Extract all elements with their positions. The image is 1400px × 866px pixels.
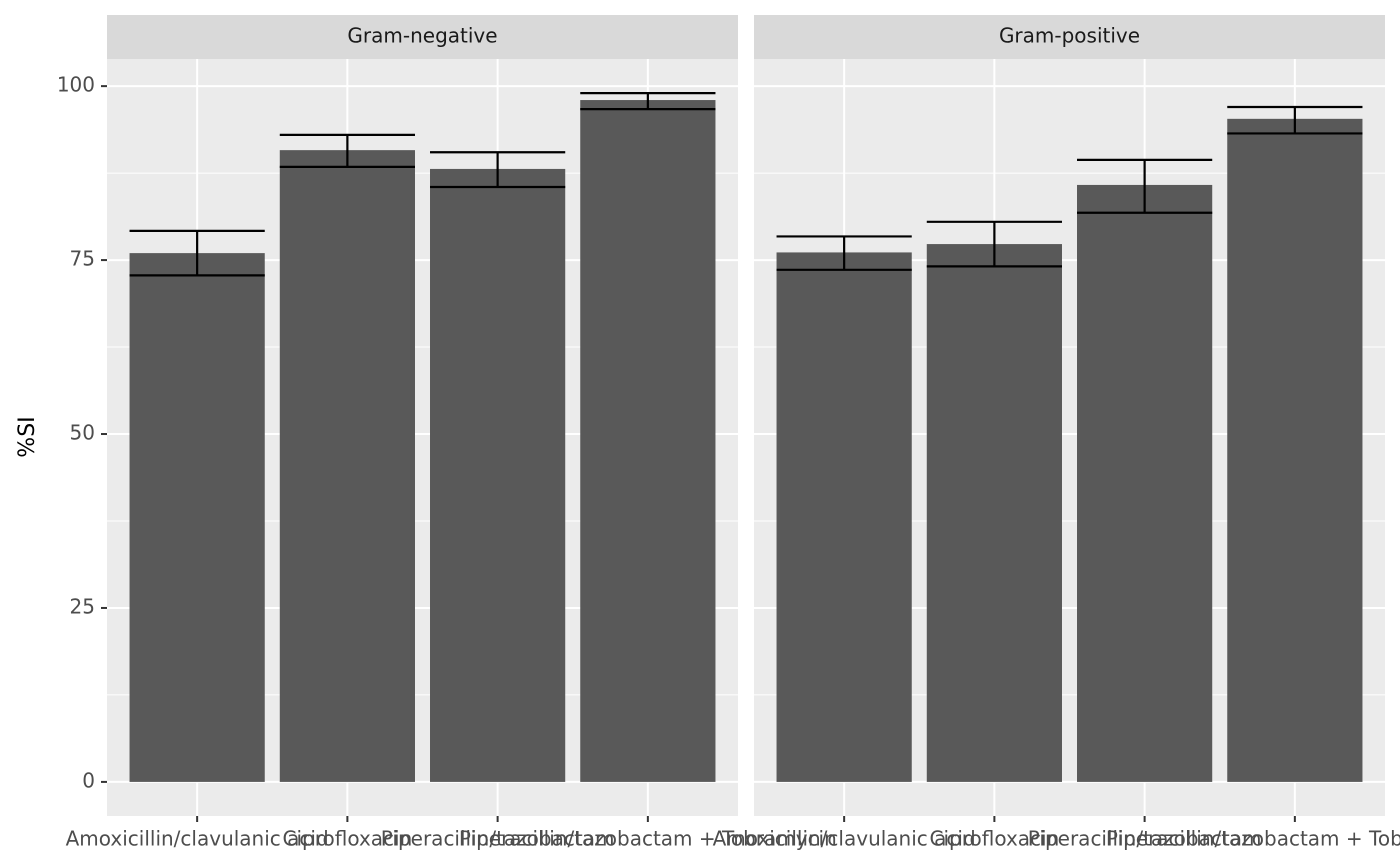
y-tick-label: 100: [57, 73, 95, 97]
x-tick-label: Ciprofloxacin: [282, 827, 412, 851]
x-tick-label: Piperacillin/tazobactam + Tobramycin: [459, 827, 837, 851]
bar: [279, 150, 415, 782]
error-bar: [1077, 158, 1213, 214]
bar: [1077, 184, 1213, 782]
bar: [776, 252, 912, 782]
error-bar: [129, 229, 265, 277]
bar: [430, 168, 566, 782]
x-tick-label: Amoxicillin/clavulanic acid: [66, 827, 329, 851]
x-tick-label: Amoxicillin/clavulanic acid: [713, 827, 976, 851]
strip-background: [754, 15, 1385, 59]
bar: [1227, 118, 1363, 782]
x-tick-label: Piperacillin/tazobactam: [381, 827, 615, 851]
strip-background: [107, 15, 738, 59]
x-tick-label: Ciprofloxacin: [929, 827, 1059, 851]
y-tick-label: 25: [70, 594, 95, 618]
error-bar: [430, 151, 566, 189]
y-tick-label: 50: [70, 421, 95, 445]
x-tick-label: Piperacillin/tazobactam + Tobramycin: [1106, 827, 1400, 851]
y-tick-label: 0: [82, 768, 95, 792]
error-bar: [1227, 105, 1363, 135]
bar: [926, 244, 1062, 782]
y-tick-label: 75: [70, 247, 95, 271]
bar: [580, 100, 716, 782]
strip-label: Gram-negative: [347, 24, 497, 48]
error-bar: [926, 220, 1062, 268]
bar: [129, 253, 265, 782]
y-axis-label: %SI: [15, 416, 40, 457]
error-bar: [580, 91, 716, 111]
strip-label: Gram-positive: [999, 24, 1140, 48]
error-bar: [776, 235, 912, 271]
x-tick-label: Piperacillin/tazobactam: [1028, 827, 1262, 851]
error-bar: [279, 133, 415, 168]
